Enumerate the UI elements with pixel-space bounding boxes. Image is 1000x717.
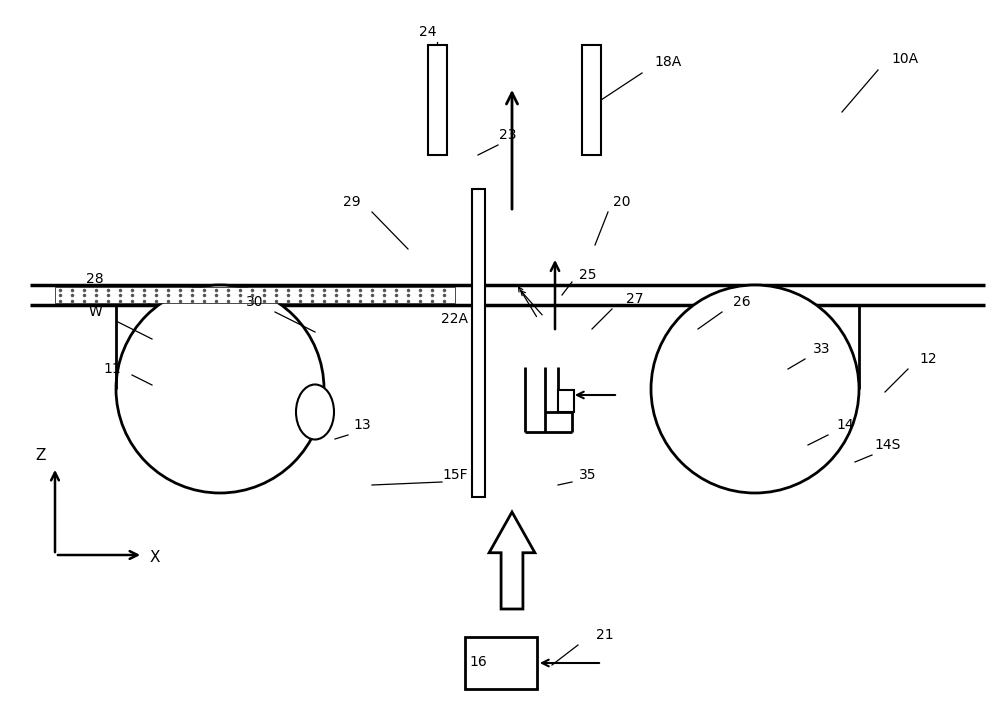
Text: W: W [88,305,102,319]
Text: 35: 35 [579,468,597,482]
Bar [428,45,447,155]
Text: 13: 13 [353,418,371,432]
Text: 29: 29 [343,195,361,209]
Text: 14S: 14S [875,438,901,452]
Ellipse shape [296,384,334,440]
Text: 21: 21 [596,628,614,642]
Text: X: X [150,549,160,564]
Polygon shape [489,512,535,609]
Text: 12: 12 [919,352,937,366]
Circle shape [116,285,324,493]
Bar [582,45,601,155]
Text: 10A: 10A [891,52,919,66]
Text: 27: 27 [626,292,644,306]
Text: 11: 11 [103,362,121,376]
Text: 25: 25 [579,268,597,282]
Text: 22A: 22A [442,312,468,326]
Bar [465,637,537,689]
Circle shape [651,285,859,493]
Bar [55,287,455,303]
Text: 24: 24 [419,25,437,39]
Text: 18A: 18A [654,55,682,69]
Text: 26: 26 [733,295,751,309]
Text: 15F: 15F [442,468,468,482]
Bar [472,189,485,497]
Text: 14: 14 [836,418,854,432]
Text: 30: 30 [246,295,264,309]
Text: 33: 33 [813,342,831,356]
Text: Z: Z [36,448,46,463]
Text: 23: 23 [499,128,517,142]
Bar [558,390,574,412]
Text: 20: 20 [613,195,631,209]
Text: 16: 16 [469,655,487,669]
Text: 28: 28 [86,272,104,286]
